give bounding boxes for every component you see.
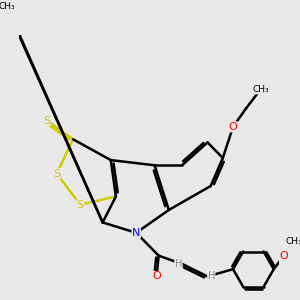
- Text: H: H: [208, 272, 215, 281]
- Text: O: O: [229, 122, 237, 132]
- Text: O: O: [152, 272, 161, 281]
- Text: CH₃: CH₃: [252, 85, 269, 94]
- Text: CH₃: CH₃: [0, 2, 14, 11]
- Text: N: N: [132, 228, 140, 238]
- Text: S: S: [53, 169, 60, 178]
- Text: S: S: [43, 116, 50, 126]
- Text: O: O: [280, 251, 288, 261]
- Text: CH₃: CH₃: [286, 237, 300, 246]
- Text: CH₃: CH₃: [0, 2, 15, 10]
- Text: S: S: [77, 200, 84, 210]
- Text: H: H: [175, 259, 182, 269]
